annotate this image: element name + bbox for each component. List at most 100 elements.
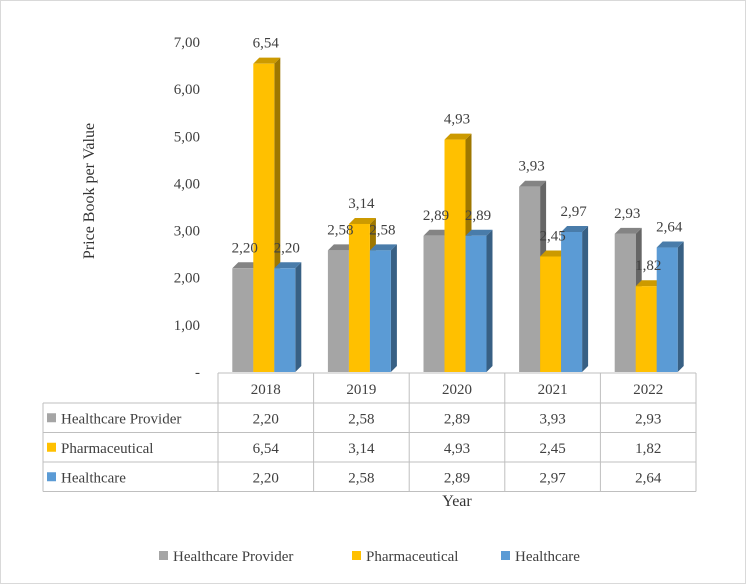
data-label: 2,20 (274, 240, 300, 256)
data-table: 2018 2019 2020 2021 2022 Healthcare Provider 2… (42, 372, 697, 492)
table-legend-key (47, 413, 56, 423)
legend-item-healthcare: Healthcare (501, 549, 580, 565)
table-row-label: Healthcare (61, 470, 126, 486)
bar-top (444, 133, 472, 140)
x-tick-label: 2020 (442, 382, 472, 398)
legend-swatch (501, 551, 510, 560)
bar-side (486, 229, 493, 372)
table-cell: 2,89 (444, 470, 470, 486)
table-cell: 2,93 (635, 411, 661, 427)
legend-item-healthcare-provider: Healthcare Provider (159, 549, 293, 565)
data-label: 2,89 (423, 208, 449, 224)
data-label: 6,54 (253, 36, 280, 52)
data-label: 4,93 (444, 112, 470, 128)
data-label: 3,93 (518, 159, 544, 175)
bar-front (561, 231, 583, 372)
data-label: 2,58 (327, 222, 353, 238)
x-tick-label: 2022 (633, 382, 663, 398)
y-tick-label: 4,00 (174, 176, 200, 192)
bar-front (465, 235, 487, 372)
y-tick-label: 2,00 (174, 271, 200, 287)
bar-front (540, 256, 562, 372)
bar-top (614, 227, 642, 234)
bar-healthcare-2018 (274, 262, 302, 372)
bar-front (519, 186, 541, 372)
table-row-label: Healthcare Provider (61, 411, 181, 427)
bar-top (656, 241, 684, 248)
x-tick-label: 2018 (251, 382, 281, 398)
bar-front (423, 235, 445, 372)
table-cell: 2,97 (539, 470, 566, 486)
table-cell: 2,45 (539, 441, 565, 457)
bar-front (656, 247, 678, 372)
bar-top (465, 229, 493, 236)
data-label: 2,20 (232, 240, 258, 256)
table-cell: 2,89 (444, 411, 470, 427)
bar-healthcare-2019 (369, 244, 397, 372)
legend-swatch (352, 551, 361, 560)
legend-label: Healthcare (515, 549, 580, 565)
bar-top (348, 217, 376, 224)
bar-top (635, 280, 663, 287)
x-axis-title: Year (442, 493, 472, 510)
table-legend-key (47, 442, 56, 452)
bar-top (274, 262, 302, 269)
y-tick-label: - (195, 365, 200, 381)
y-axis: - 1,00 2,00 3,00 4,00 5,00 6,00 7,00 (174, 35, 200, 381)
bar-healthcare-2022 (656, 241, 684, 372)
data-label: 2,64 (656, 220, 683, 236)
y-tick-label: 3,00 (174, 224, 200, 240)
bar-front (253, 63, 275, 372)
bar-side (295, 262, 302, 372)
bar-top (540, 250, 568, 257)
bar-top (232, 262, 260, 269)
y-tick-label: 1,00 (174, 318, 200, 334)
legend-label: Healthcare Provider (173, 549, 293, 565)
bar-healthcare-2020 (465, 229, 493, 372)
table-cell: 4,93 (444, 441, 470, 457)
y-tick-label: 6,00 (174, 82, 200, 98)
bar-healthcare-2021 (561, 225, 589, 372)
bar-side (390, 244, 397, 372)
legend: Healthcare Provider Pharmaceutical Healthc… (159, 549, 580, 565)
table-cell: 2,20 (253, 470, 279, 486)
bar-side (582, 225, 589, 372)
data-label: 2,89 (465, 208, 491, 224)
table-cell: 3,93 (539, 411, 565, 427)
y-tick-label: 5,00 (174, 129, 200, 145)
bar-front (369, 250, 391, 372)
table-cell: 3,14 (348, 441, 375, 457)
bar-top (519, 180, 547, 187)
data-label: 2,58 (369, 222, 395, 238)
data-label: 2,97 (560, 204, 587, 220)
data-label: 2,93 (614, 206, 640, 222)
table-cell: 2,58 (348, 411, 374, 427)
table-cell: 2,20 (253, 411, 279, 427)
y-axis-title: Price Book per Value (81, 123, 98, 259)
bar-top (253, 57, 281, 64)
bars (232, 57, 684, 372)
bar-front (614, 233, 636, 372)
bar-side (677, 241, 684, 372)
bar-front (274, 268, 296, 372)
data-labels: 2,20 6,54 2,20 2,58 3,14 2,58 2,89 4,93 2,89 3,93… (232, 36, 683, 275)
data-label: 3,14 (348, 196, 375, 212)
data-label: 2,45 (539, 229, 565, 245)
bar-top (561, 225, 589, 232)
bar-top (327, 244, 355, 251)
bar-front (232, 268, 254, 372)
x-tick-label: 2019 (346, 382, 376, 398)
table-cell: 6,54 (253, 441, 280, 457)
bar-top (369, 244, 397, 251)
table-row-label: Pharmaceutical (61, 441, 153, 457)
bar-front (348, 223, 370, 372)
legend-swatch (159, 551, 168, 560)
x-tick-label: 2021 (538, 382, 568, 398)
bar-front (327, 250, 349, 372)
table-cell: 2,64 (635, 470, 662, 486)
legend-item-pharmaceutical: Pharmaceutical (352, 549, 458, 565)
legend-label: Pharmaceutical (366, 549, 458, 565)
table-cell: 1,82 (635, 441, 661, 457)
